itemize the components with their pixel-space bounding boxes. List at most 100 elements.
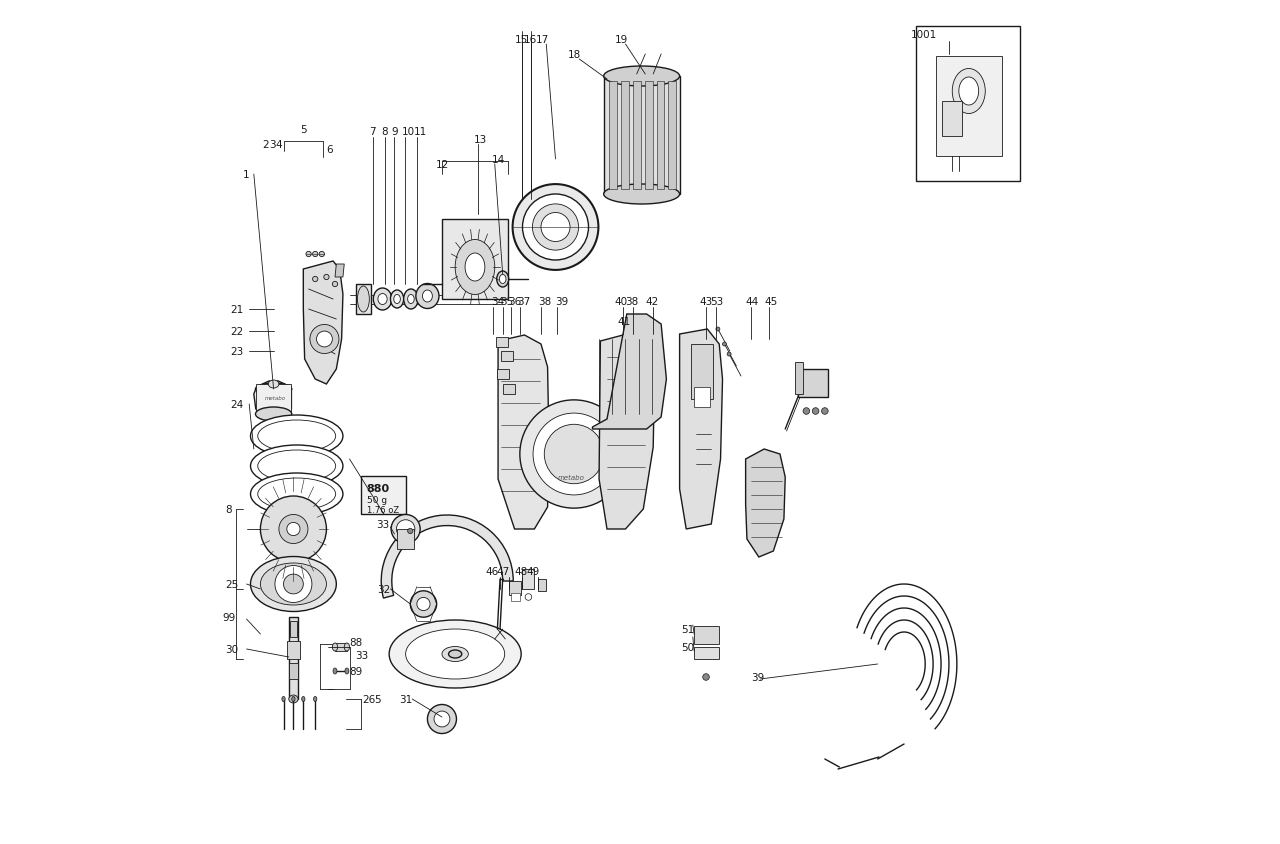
Bar <box>397 529 415 549</box>
Bar <box>916 27 1020 181</box>
Circle shape <box>532 414 614 495</box>
Circle shape <box>520 400 628 509</box>
Bar <box>645 82 653 190</box>
Ellipse shape <box>289 695 298 703</box>
Circle shape <box>306 252 311 257</box>
Text: 39: 39 <box>554 296 568 306</box>
Text: 1: 1 <box>243 170 250 180</box>
Text: 43: 43 <box>699 296 713 306</box>
Circle shape <box>541 214 570 242</box>
Text: 42: 42 <box>645 296 658 306</box>
Ellipse shape <box>357 287 370 312</box>
Text: 36: 36 <box>508 296 522 306</box>
Text: 7: 7 <box>370 127 376 137</box>
Circle shape <box>260 496 326 562</box>
Text: 39: 39 <box>751 672 764 682</box>
Ellipse shape <box>442 647 468 662</box>
Bar <box>538 579 545 592</box>
Text: 50: 50 <box>681 642 694 652</box>
Bar <box>691 344 713 399</box>
Ellipse shape <box>256 408 292 421</box>
Ellipse shape <box>499 275 506 284</box>
Ellipse shape <box>406 630 504 679</box>
Bar <box>442 219 508 300</box>
Bar <box>511 593 520 601</box>
Text: 17: 17 <box>536 35 549 45</box>
Circle shape <box>822 408 828 414</box>
Text: 9: 9 <box>392 127 398 137</box>
Text: 16: 16 <box>524 35 538 45</box>
Text: 38: 38 <box>539 296 552 306</box>
Bar <box>502 352 513 361</box>
Text: 26: 26 <box>362 694 376 704</box>
Circle shape <box>512 185 599 271</box>
Wedge shape <box>381 516 513 598</box>
Polygon shape <box>680 330 722 529</box>
Circle shape <box>407 528 413 534</box>
Ellipse shape <box>268 424 279 431</box>
Text: 35: 35 <box>500 296 513 306</box>
Text: 33: 33 <box>355 650 369 660</box>
Text: 41: 41 <box>617 316 631 327</box>
Bar <box>657 82 664 190</box>
Text: 38: 38 <box>626 296 639 306</box>
Text: 33: 33 <box>376 519 389 529</box>
Bar <box>604 77 680 195</box>
Text: 99: 99 <box>223 612 236 622</box>
Ellipse shape <box>257 451 335 483</box>
Bar <box>497 338 508 348</box>
Circle shape <box>803 408 810 414</box>
Circle shape <box>312 277 317 282</box>
Ellipse shape <box>378 295 387 306</box>
Text: 51: 51 <box>681 625 694 634</box>
Bar <box>632 82 641 190</box>
Circle shape <box>397 520 415 538</box>
Ellipse shape <box>407 295 415 304</box>
Text: 4: 4 <box>275 140 282 150</box>
Bar <box>361 476 406 514</box>
Ellipse shape <box>251 415 343 457</box>
Text: metabo: metabo <box>558 474 585 480</box>
Ellipse shape <box>260 563 326 605</box>
Text: 40: 40 <box>614 296 628 306</box>
Text: 5: 5 <box>300 125 307 135</box>
Text: 45: 45 <box>764 296 777 306</box>
Polygon shape <box>498 336 549 529</box>
Text: 44: 44 <box>746 296 759 306</box>
Bar <box>287 641 300 659</box>
Polygon shape <box>335 265 344 278</box>
Polygon shape <box>593 315 667 430</box>
Bar <box>503 385 515 394</box>
Bar <box>621 82 628 190</box>
Polygon shape <box>303 262 343 385</box>
Circle shape <box>522 195 589 261</box>
Ellipse shape <box>497 272 508 288</box>
Text: 14: 14 <box>492 154 504 165</box>
Text: 18: 18 <box>567 50 581 60</box>
Ellipse shape <box>344 668 349 674</box>
Bar <box>289 617 298 699</box>
Polygon shape <box>253 381 292 414</box>
Text: 88: 88 <box>349 637 362 647</box>
Ellipse shape <box>604 185 680 205</box>
Circle shape <box>428 705 457 733</box>
Ellipse shape <box>302 696 305 701</box>
Bar <box>694 626 719 644</box>
Circle shape <box>544 425 604 484</box>
Circle shape <box>324 275 329 280</box>
Circle shape <box>813 408 819 414</box>
Polygon shape <box>599 334 654 529</box>
Text: 22: 22 <box>230 327 244 337</box>
Text: 46: 46 <box>485 566 499 576</box>
Circle shape <box>722 343 727 347</box>
Ellipse shape <box>448 650 462 658</box>
Bar <box>799 370 828 398</box>
Bar <box>694 387 710 408</box>
Ellipse shape <box>389 620 521 688</box>
Text: 37: 37 <box>517 296 530 306</box>
Circle shape <box>434 711 449 727</box>
Text: 1001: 1001 <box>910 30 937 40</box>
Text: 23: 23 <box>230 347 244 356</box>
Ellipse shape <box>422 290 433 303</box>
Circle shape <box>392 515 420 544</box>
